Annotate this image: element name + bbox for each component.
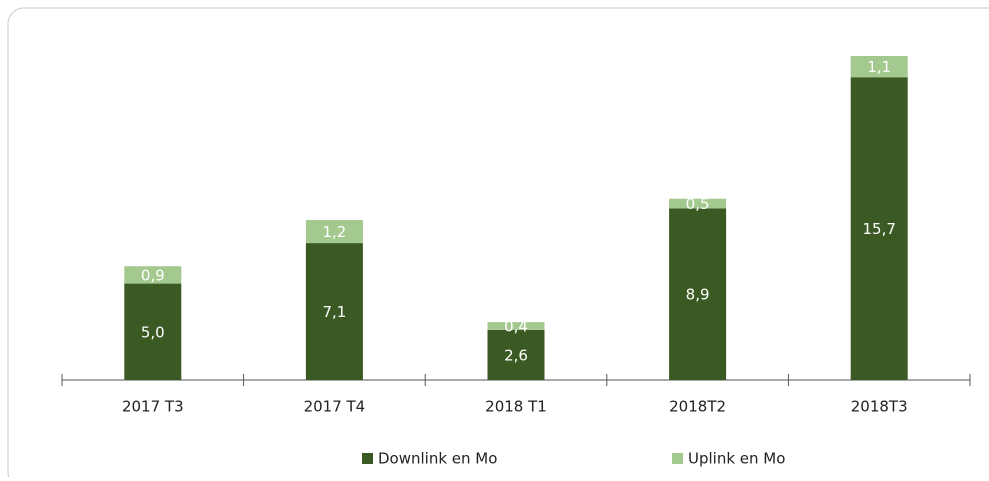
bar-segment bbox=[850, 56, 908, 78]
bar-segment bbox=[124, 266, 182, 284]
legend-swatch bbox=[362, 453, 373, 464]
legend-label: Downlink en Mo bbox=[378, 450, 497, 468]
data-label: 15,7 bbox=[862, 220, 895, 238]
x-tick-label: 2017 T4 bbox=[304, 398, 366, 416]
legend-label: Uplink en Mo bbox=[688, 450, 785, 468]
bar-segment bbox=[124, 283, 182, 380]
bar-segment bbox=[669, 208, 727, 380]
data-label: 0,9 bbox=[141, 266, 165, 284]
x-tick-label: 2017 T3 bbox=[122, 398, 184, 416]
bar-segment bbox=[305, 219, 363, 244]
data-label: 1,1 bbox=[867, 58, 891, 76]
bar-segment bbox=[487, 322, 545, 330]
x-tick-label: 2018 T1 bbox=[485, 398, 547, 416]
legend-swatch bbox=[672, 453, 683, 464]
bar-segment bbox=[487, 329, 545, 380]
data-label: 1,2 bbox=[322, 223, 346, 241]
data-label: 7,1 bbox=[322, 303, 346, 321]
data-label: 0,4 bbox=[504, 318, 528, 336]
chart-frame bbox=[7, 7, 989, 481]
x-tick-label: 2018T3 bbox=[851, 398, 908, 416]
data-label: 5,0 bbox=[141, 323, 165, 341]
bar-segment bbox=[305, 243, 363, 380]
data-label: 0,5 bbox=[686, 195, 710, 213]
data-label: 8,9 bbox=[686, 286, 710, 304]
data-label: 2,6 bbox=[504, 346, 528, 364]
bar-segment bbox=[669, 198, 727, 209]
x-tick-label: 2018T2 bbox=[669, 398, 726, 416]
bar-segment bbox=[850, 77, 908, 380]
